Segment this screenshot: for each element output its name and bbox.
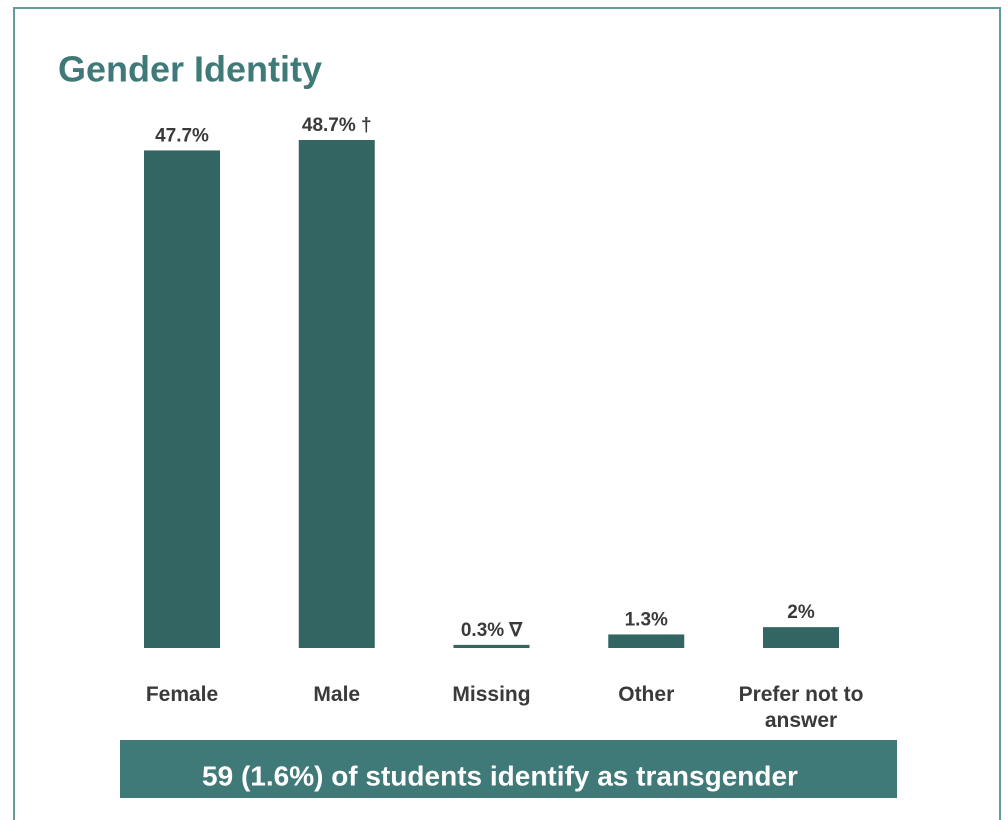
x-tick-label: Male — [313, 683, 361, 706]
frame — [13, 7, 1001, 820]
x-tick-label: Prefer not to answer — [738, 683, 864, 732]
bar — [608, 634, 685, 648]
x-tick-label: Missing — [452, 683, 531, 706]
value-label: 47.7% — [155, 125, 209, 146]
banner-text: 59 (1.6%) of students identify as transg… — [202, 760, 798, 791]
chart-title: Gender Identity — [58, 49, 322, 90]
value-label: 0.3% ∇ — [461, 620, 524, 641]
banner — [120, 740, 897, 798]
bar — [144, 150, 220, 648]
value-label: 2% — [787, 602, 815, 623]
bar — [453, 644, 530, 648]
value-label: 1.3% — [625, 609, 668, 630]
bar — [298, 140, 375, 648]
x-tick-label: Other — [618, 683, 675, 706]
bar — [763, 627, 839, 648]
x-tick-label: Female — [145, 683, 219, 706]
value-label: 48.7% † — [302, 115, 372, 136]
